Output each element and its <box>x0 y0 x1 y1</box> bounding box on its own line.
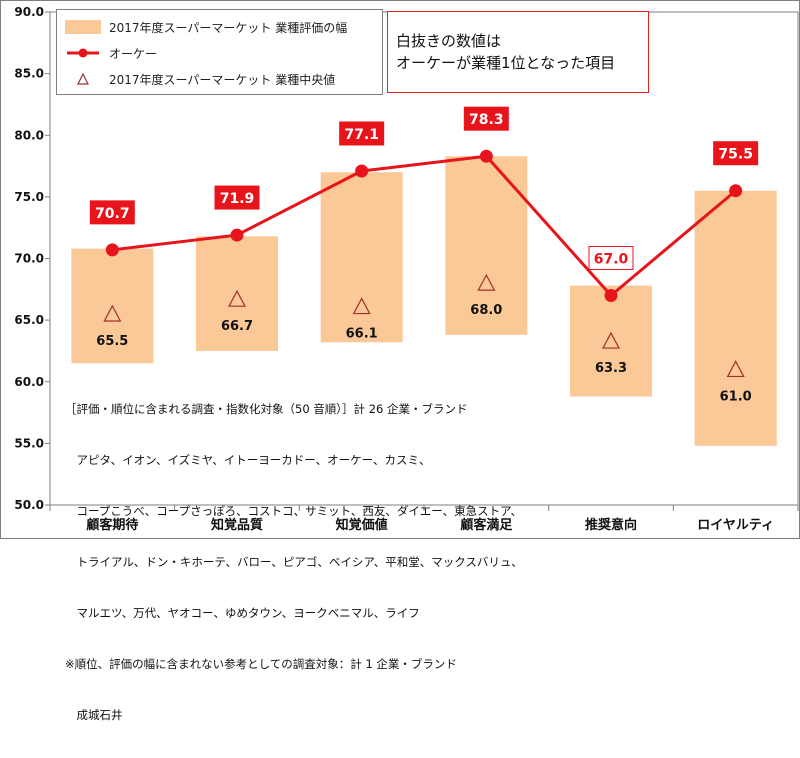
line-value-box <box>713 141 759 166</box>
legend-swatch-line <box>67 48 99 58</box>
y-tick-label: 60.0 <box>14 375 44 389</box>
line-value-label: 70.7 <box>95 206 130 222</box>
range-bar <box>694 190 777 446</box>
y-tick-label: 70.0 <box>14 252 44 266</box>
median-marker <box>602 331 620 349</box>
annotation-line-2: オーケーが業種1位となった項目 <box>396 54 616 72</box>
line-value-box <box>214 185 260 210</box>
note-line-4: トライアル、ドン・キホーテ、バロー、ピアゴ、ベイシア、平和堂、マックスバリュ、 <box>65 555 523 569</box>
annotation-box: 白抜きの数値は オーケーが業種1位となった項目 <box>387 11 649 93</box>
y-tick-label: 80.0 <box>14 128 44 142</box>
note-text: ［評価・順位に含まれる調査・指数化対象（50 音順）］計 26 企業・ブランド … <box>65 367 545 758</box>
median-label: 63.3 <box>595 361 627 376</box>
note-line-7: 成城石井 <box>65 708 123 722</box>
y-tick-label: 90.0 <box>14 5 44 19</box>
x-tick-label: 知覚価値 <box>336 517 388 533</box>
median-marker <box>228 289 246 307</box>
y-tick-label: 75.0 <box>14 190 44 204</box>
legend-label-marker: 2017年度スーパーマーケット 業種中央値 <box>109 72 336 87</box>
median-label: 65.5 <box>96 334 128 349</box>
line-series <box>112 154 737 298</box>
legend-label-line: オーケー <box>109 46 158 61</box>
legend-swatch-range <box>65 20 101 34</box>
note-line-1: ［評価・順位に含まれる調査・指数化対象（50 音順）］計 26 企業・ブランド <box>65 402 468 416</box>
line-point <box>230 228 244 242</box>
line-value-label: 67.0 <box>594 251 629 267</box>
median-marker <box>103 304 122 322</box>
y-tick-label: 50.0 <box>14 498 44 512</box>
legend-swatch-marker <box>77 72 89 85</box>
chart: 50.0 55.0 60.0 65.0 70.0 75.0 80.0 85.0 90.0 顧客期待… <box>0 0 800 722</box>
line-point <box>729 184 743 198</box>
y-tick-label: 65.0 <box>14 313 44 327</box>
y-tick-label: 85.0 <box>14 67 44 81</box>
x-tick-label: 推奨意向 <box>585 517 637 533</box>
median-marker <box>352 297 371 315</box>
legend-label-range: 2017年度スーパーマーケット 業種評価の幅 <box>109 20 348 35</box>
legend-item-marker: 2017年度スーパーマーケット 業種中央値 <box>65 68 335 90</box>
line-value-label: 78.3 <box>469 112 504 128</box>
median-label: 61.0 <box>720 389 752 404</box>
line-value-box <box>588 245 634 270</box>
note-line-6: ※順位、評価の幅に含まれない参考としての調査対象：計 1 企業・ブランド <box>65 657 457 671</box>
range-bar <box>196 236 278 351</box>
x-tick-label: 知覚品質 <box>211 517 263 533</box>
x-tick-label: 顧客期待 <box>86 517 138 533</box>
median-label: 66.7 <box>221 319 253 334</box>
line-value-label: 77.1 <box>344 127 379 143</box>
range-bar <box>570 285 652 397</box>
note-line-5: マルエツ、万代、ヤオコー、ゆめタウン、ヨークベニマル、ライフ <box>65 606 420 620</box>
line-point <box>355 164 369 178</box>
line-value-label: 71.9 <box>220 191 255 207</box>
median-marker <box>477 273 496 291</box>
line-point <box>479 149 493 163</box>
line-point <box>105 243 119 257</box>
line-value-box <box>89 200 135 225</box>
note-line-3: コープこうべ、コープさっぽろ、コストコ、サミット、西友、ダイエー、東急ストア、 <box>65 504 523 518</box>
plot-area: 50.0 55.0 60.0 65.0 70.0 75.0 80.0 85.0 90.0 顧客期待… <box>14 5 799 533</box>
legend-item-range: 2017年度スーパーマーケット 業種評価の幅 <box>65 16 347 38</box>
range-bar <box>320 172 403 343</box>
median-label: 68.0 <box>470 303 502 318</box>
note-line-2: アピタ、イオン、イズミヤ、イトーヨーカドー、オーケー、カスミ、 <box>65 453 431 467</box>
line-value-box <box>463 106 509 131</box>
y-tick-label: 55.0 <box>14 436 44 450</box>
median-marker <box>726 360 745 378</box>
line-value-label: 75.5 <box>718 147 753 163</box>
median-label: 66.1 <box>346 327 378 342</box>
x-tick-label: 顧客満足 <box>460 517 513 533</box>
line-point <box>604 288 618 302</box>
x-tick-label: ロイヤルティ <box>697 518 774 533</box>
line-value-box <box>339 121 385 146</box>
legend: 2017年度スーパーマーケット 業種評価の幅 オーケー 2017年度スーパーマー… <box>56 9 383 95</box>
legend-item-line: オーケー <box>65 42 157 64</box>
annotation-line-1: 白抜きの数値は <box>396 32 502 50</box>
